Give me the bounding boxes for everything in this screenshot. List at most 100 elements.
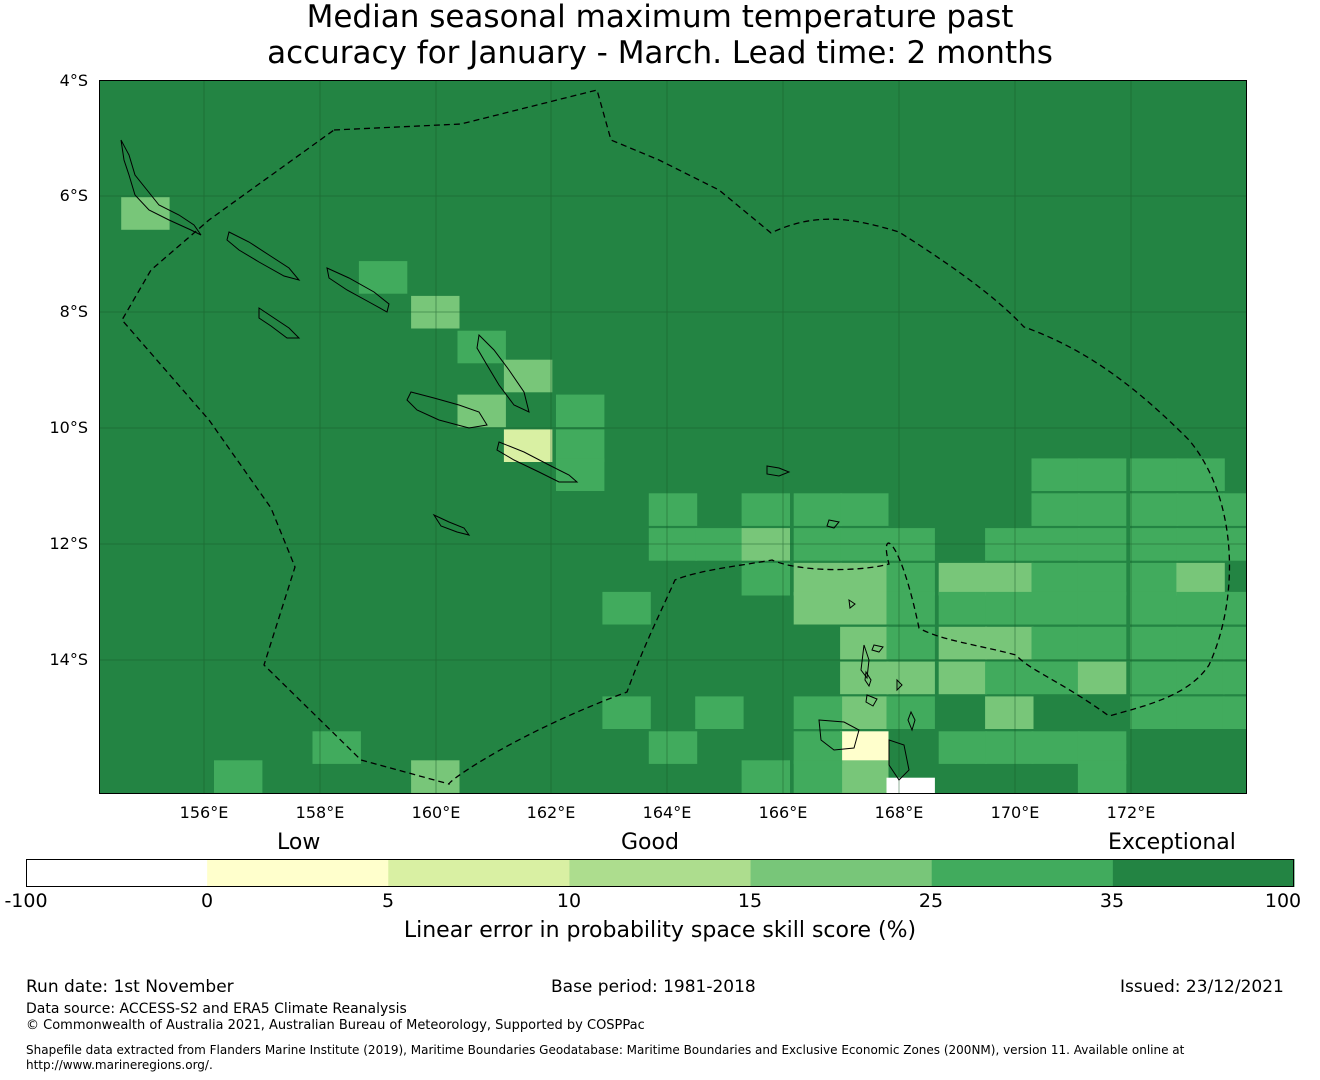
colorbar-segment-6 — [1112, 859, 1295, 887]
skill-cell-77 — [1176, 591, 1225, 625]
skill-cell-95 — [312, 731, 361, 764]
colorbar-segment-0 — [26, 859, 208, 887]
lat-label-4s: 4°S — [59, 71, 88, 90]
rennell-island — [432, 513, 471, 536]
skill-cell-28 — [840, 760, 889, 793]
skill-cell-35 — [886, 777, 935, 794]
skill-cell-49 — [1031, 493, 1080, 526]
tick-100: 100 — [1264, 890, 1302, 912]
tick-minus-100: -100 — [4, 890, 48, 912]
shapefile-note-line-1: Shapefile data extracted from Flanders M… — [26, 1043, 1185, 1057]
skill-cell-11 — [648, 528, 698, 561]
skill-cell-67 — [1130, 528, 1179, 561]
skill-cell-14 — [741, 528, 790, 561]
skill-cell-27 — [840, 731, 889, 764]
skill-cell-90 — [695, 696, 744, 729]
skill-cell-19 — [793, 591, 843, 625]
skill-cell-64 — [1077, 760, 1127, 793]
coastlines — [120, 139, 916, 781]
shapefile-note: Shapefile data extracted from Flanders M… — [26, 1043, 1276, 1073]
skill-cell-12 — [695, 528, 744, 561]
makira-island — [496, 441, 579, 483]
skill-cell-52 — [1031, 591, 1080, 625]
skill-cell-10 — [648, 493, 698, 526]
skill-cell-97 — [411, 760, 460, 793]
skill-cell-50 — [1031, 528, 1080, 561]
skill-cell-61 — [1077, 626, 1127, 660]
skill-cell-15 — [741, 562, 790, 596]
skill-cell-96 — [214, 760, 263, 793]
skill-cell-46 — [985, 696, 1034, 729]
skill-cell-0 — [121, 197, 170, 230]
bougainville-island — [120, 139, 202, 236]
copyright: © Commonwealth of Australia 2021, Austra… — [26, 1018, 645, 1033]
lon-label-158e: 158°E — [295, 803, 345, 822]
colorbar-segment-4 — [750, 859, 933, 887]
skill-cell-23 — [840, 591, 889, 625]
malakula-island — [888, 739, 910, 781]
skill-cell-22 — [840, 562, 889, 596]
skill-cell-74 — [1176, 493, 1225, 526]
ndeni-islet-b — [848, 598, 856, 609]
skill-cell-7 — [556, 394, 605, 428]
skill-cell-39 — [938, 661, 988, 695]
skill-cell-78 — [1176, 626, 1225, 660]
run-date: Run date: 1st November — [26, 977, 234, 997]
guadalcanal-island — [406, 391, 488, 429]
skill-cell-40 — [938, 731, 988, 764]
lon-label-162e: 162°E — [526, 803, 576, 822]
lat-label-6s: 6°S — [59, 186, 88, 205]
espiritu-santo-island — [818, 719, 860, 751]
skill-cell-6 — [503, 429, 553, 462]
lat-label-10s: 10°S — [49, 418, 88, 437]
issued-date: Issued: 23/12/2021 — [1120, 977, 1284, 997]
lon-label-160e: 160°E — [411, 803, 461, 822]
skill-cell-81 — [1222, 493, 1247, 526]
colorbar — [26, 859, 1295, 887]
base-period: Base period: 1981-2018 — [551, 977, 756, 997]
skill-cell-79 — [1176, 661, 1225, 695]
tick-15: 15 — [737, 890, 763, 912]
lon-label-156e: 156°E — [179, 803, 229, 822]
tick-0: 0 — [200, 890, 214, 912]
colorbar-frame — [26, 859, 1294, 887]
vanikoro-island — [766, 465, 791, 477]
skill-cell-29 — [886, 528, 935, 561]
santa-isabel-island — [326, 267, 390, 313]
skill-cells — [121, 197, 1247, 794]
skill-cell-60 — [1077, 591, 1127, 625]
skill-cell-62 — [1077, 661, 1127, 695]
chart-title-line-1: Median seasonal maximum temperature past — [306, 0, 1014, 35]
skill-cell-73 — [1176, 458, 1225, 491]
skill-cell-89 — [648, 731, 698, 764]
category-exceptional: Exceptional — [1108, 830, 1236, 855]
skill-cell-41 — [985, 528, 1034, 561]
skill-score-map — [99, 80, 1247, 794]
colorbar-segment-3 — [569, 859, 752, 887]
skill-cell-82 — [1222, 528, 1247, 561]
lat-label-12s: 12°S — [49, 534, 88, 553]
vanuatu-islet-a — [860, 644, 870, 680]
skill-cell-4 — [457, 394, 506, 428]
shapefile-note-line-2: http://www.marineregions.org/. — [26, 1058, 213, 1072]
map-gridlines — [99, 80, 1247, 794]
skill-cell-31 — [886, 591, 935, 625]
skill-cell-86 — [1222, 696, 1247, 729]
choiseul-island — [226, 231, 301, 281]
skill-cell-92 — [793, 696, 843, 729]
skill-cell-21 — [840, 528, 889, 561]
lat-label-14s: 14°S — [49, 650, 88, 669]
skill-cell-84 — [1222, 626, 1247, 660]
lon-label-164e: 164°E — [642, 803, 692, 822]
skill-cell-8 — [556, 429, 605, 462]
vanuatu-islet-e — [907, 710, 916, 732]
skill-cell-47 — [985, 731, 1034, 764]
skill-cell-9 — [556, 458, 605, 491]
new-georgia-island — [258, 307, 301, 339]
skill-cell-43 — [985, 591, 1034, 625]
lon-label-168e: 168°E — [874, 803, 924, 822]
skill-cell-80 — [1176, 696, 1225, 729]
skill-cell-42 — [985, 562, 1034, 596]
skill-cell-37 — [938, 591, 988, 625]
skill-cell-33 — [886, 661, 935, 695]
